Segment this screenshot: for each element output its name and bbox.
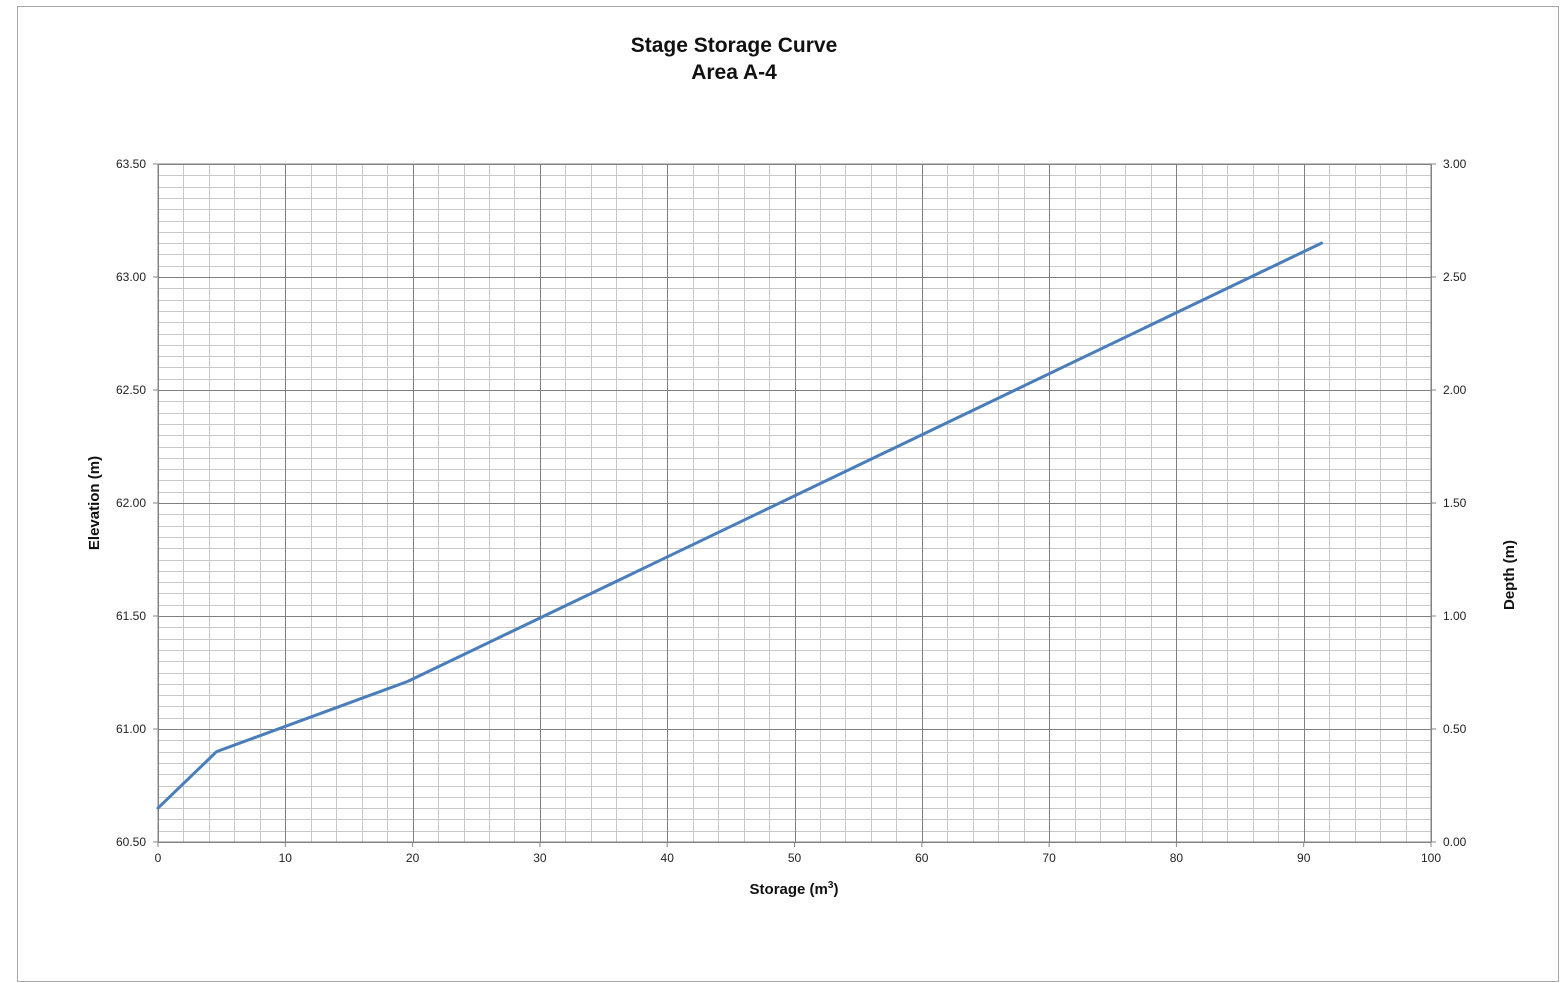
x-tick-label: 40 [661, 851, 675, 865]
y-axis-tick-labels: 60.50 61.00 61.50 62.00 62.50 63.00 63.50 [116, 157, 158, 849]
y-tick-label: 62.00 [116, 496, 146, 510]
y2-tick-label: 0.00 [1443, 835, 1467, 849]
x-tick-label: 30 [533, 851, 547, 865]
y-tick-label: 60.50 [116, 835, 146, 849]
x-axis-title-superscript: 3 [828, 880, 834, 891]
series-layer [156, 241, 1323, 810]
y2-tick-label: 2.00 [1443, 383, 1467, 397]
x-tick-label: 10 [279, 851, 293, 865]
y2-tick-label: 3.00 [1443, 157, 1467, 171]
stage-storage-series-line [156, 241, 1323, 810]
x-axis-title-end: ) [833, 881, 838, 898]
secondary-y-axis-tick-labels: 0.00 0.50 1.00 1.50 2.00 2.50 3.00 [1431, 157, 1467, 849]
x-tick-label: 0 [155, 851, 162, 865]
chart-title: Stage Storage Curve [631, 34, 838, 57]
x-axis-tick-labels: 0 10 20 30 40 50 60 70 80 90 100 [155, 842, 1441, 865]
y-tick-label: 63.50 [116, 157, 146, 171]
y-tick-label: 63.00 [116, 270, 146, 284]
x-tick-label: 70 [1042, 851, 1056, 865]
y2-tick-label: 1.50 [1443, 496, 1467, 510]
x-tick-label: 20 [406, 851, 420, 865]
y-axis-title: Elevation (m) [86, 456, 103, 550]
y2-tick-label: 2.50 [1443, 270, 1467, 284]
chart-subtitle: Area A-4 [691, 61, 777, 84]
x-tick-label: 60 [915, 851, 929, 865]
x-axis-title: Storage (m3) [750, 880, 839, 898]
y2-tick-label: 1.00 [1443, 609, 1467, 623]
x-tick-label: 80 [1170, 851, 1184, 865]
y-tick-label: 62.50 [116, 383, 146, 397]
x-axis-title-main: Storage (m [750, 881, 828, 898]
y2-tick-label: 0.50 [1443, 722, 1467, 736]
x-tick-label: 50 [788, 851, 802, 865]
x-tick-label: 90 [1297, 851, 1311, 865]
secondary-y-axis-title: Depth (m) [1501, 540, 1518, 610]
y-tick-label: 61.50 [116, 609, 146, 623]
y-tick-label: 61.00 [116, 722, 146, 736]
chart-border [17, 6, 1559, 982]
x-tick-label: 100 [1421, 851, 1441, 865]
